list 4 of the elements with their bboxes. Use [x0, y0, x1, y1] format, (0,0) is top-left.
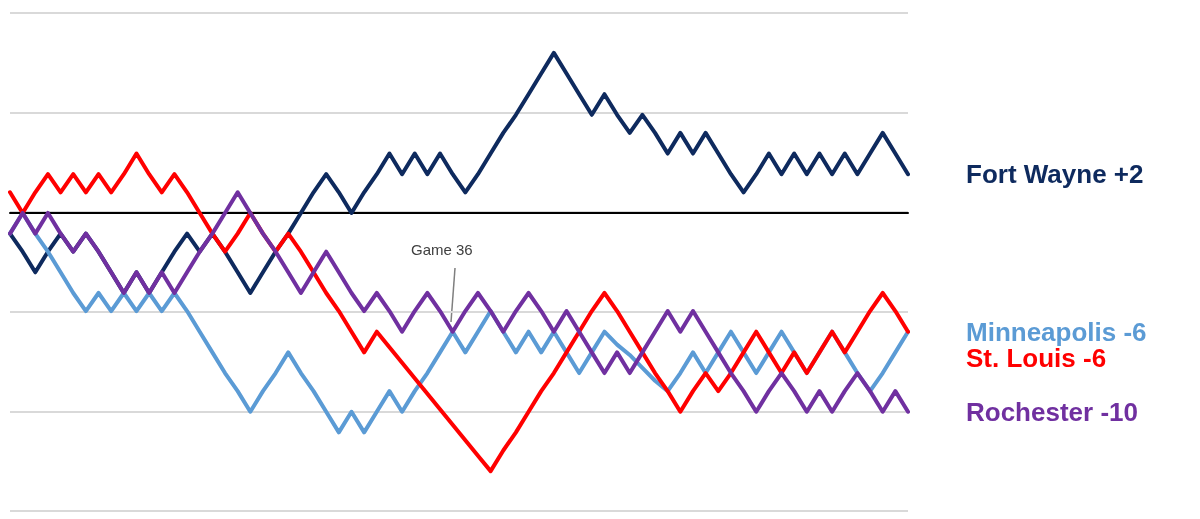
text: Fort Wayne +2: [966, 159, 1144, 190]
text: Rochester -10: [966, 396, 1138, 427]
annotation: Game 36: [411, 241, 473, 258]
text: Minneapolis -6: [966, 316, 1147, 347]
